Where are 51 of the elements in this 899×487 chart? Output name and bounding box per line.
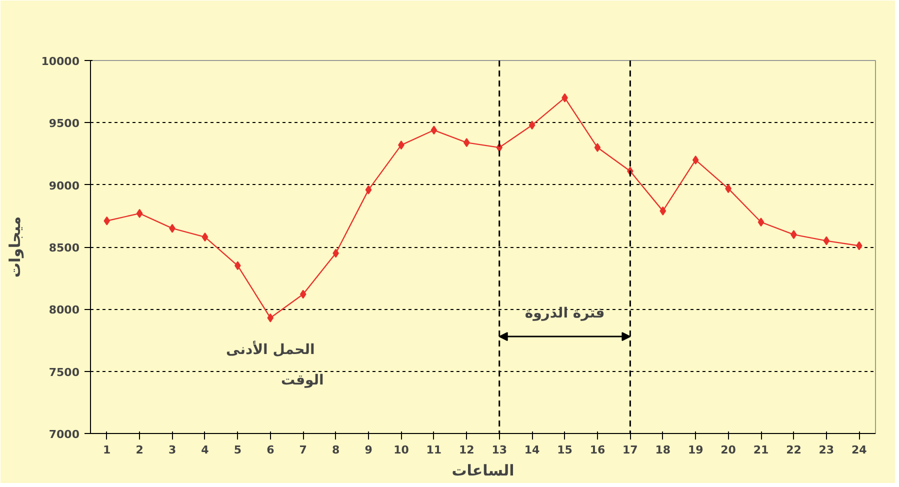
point: [660, 206, 666, 216]
y-tick-label: 9000: [48, 179, 80, 192]
x-tick-label: 12: [458, 444, 474, 456]
point: [692, 155, 699, 164]
point: [758, 218, 764, 227]
x-tick-label: 18: [655, 444, 671, 456]
x-axis-title: الساعات: [452, 462, 514, 480]
x-tick-label: 11: [426, 444, 442, 456]
annotation: الوقت: [281, 372, 324, 389]
y-tick-label: 8500: [48, 242, 80, 254]
x-tick-label: 23: [818, 444, 834, 456]
y-tick-label: 7000: [48, 428, 80, 441]
point: [104, 216, 110, 226]
y-tick-label: 9500: [48, 117, 80, 130]
x-tick-label: 5: [234, 444, 242, 456]
x-tick-label: 17: [622, 444, 638, 456]
x-tick-label: 9: [364, 444, 372, 456]
x-tick-label: 1: [103, 444, 111, 456]
x-tick-label: 4: [201, 444, 210, 456]
x-tick-label: 16: [590, 444, 606, 456]
x-tick-label: 10: [394, 444, 410, 456]
point: [594, 143, 601, 152]
x-tick-label: 22: [786, 444, 802, 456]
x-tick-label: 19: [688, 444, 704, 456]
point: [823, 236, 830, 246]
x-tick-label: 3: [168, 444, 176, 456]
point: [136, 208, 143, 218]
x-tick-label: 2: [136, 444, 144, 456]
y-tick-label: 8000: [48, 304, 80, 317]
x-tick-label: 13: [492, 444, 508, 456]
x-tick-label: 7: [299, 444, 307, 456]
y-tick-label: 7500: [48, 366, 80, 379]
y-axis-title: ميجاوات: [6, 216, 24, 278]
point: [463, 138, 470, 148]
point: [528, 120, 536, 130]
x-tick-label: 8: [332, 444, 340, 456]
point: [430, 126, 438, 135]
y-tick-label: 10000: [41, 55, 80, 68]
x-tick-label: 15: [557, 444, 572, 456]
annotation: فترة الذروة: [524, 306, 605, 322]
x-tick-label: 24: [851, 444, 868, 456]
point: [202, 232, 208, 242]
x-tick-label: 6: [266, 444, 275, 456]
point: [300, 290, 306, 299]
x-tick-label: 21: [753, 444, 769, 456]
point: [365, 185, 372, 194]
annotation: الحمل الأدنى: [226, 340, 315, 358]
x-tick-label: 20: [720, 444, 736, 456]
x-tick-label: 14: [524, 444, 540, 456]
point: [267, 313, 274, 322]
point: [856, 241, 862, 250]
